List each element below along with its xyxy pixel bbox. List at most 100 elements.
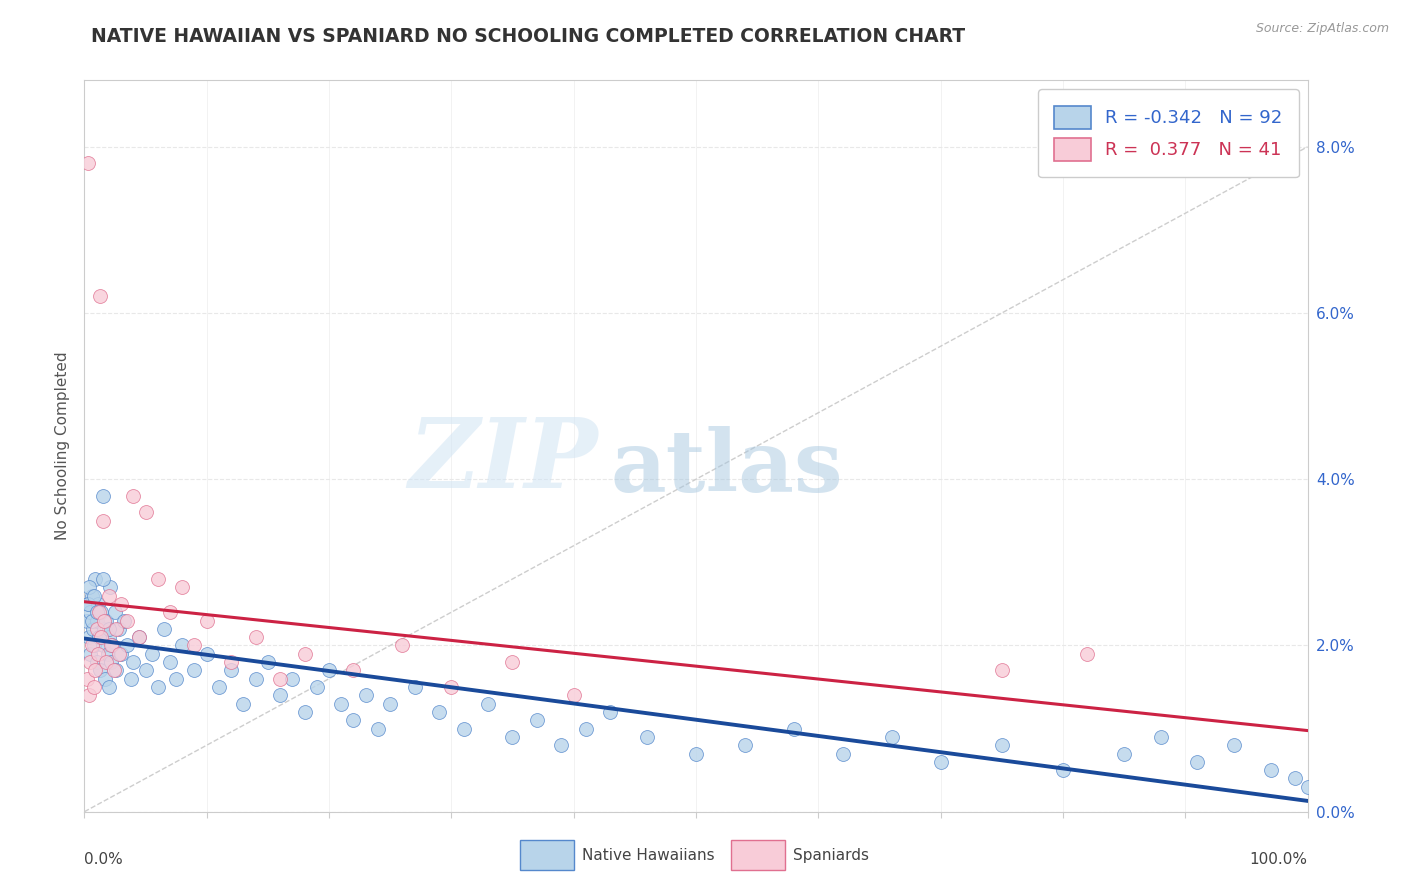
Point	[97, 622, 120, 636]
Point	[141, 647, 163, 661]
Point	[502, 730, 524, 744]
Point	[991, 664, 1014, 678]
Point	[257, 655, 280, 669]
Point	[104, 605, 127, 619]
Point	[87, 647, 110, 661]
Point	[135, 506, 157, 520]
Point	[172, 580, 194, 594]
Point	[685, 747, 707, 761]
Point	[110, 647, 132, 661]
Point	[79, 647, 101, 661]
Point	[1076, 647, 1098, 661]
Point	[427, 705, 450, 719]
Point	[90, 605, 112, 619]
Point	[526, 714, 548, 728]
Point	[103, 664, 125, 678]
Point	[76, 614, 98, 628]
Point	[93, 622, 115, 636]
Point	[294, 705, 316, 719]
Point	[79, 655, 101, 669]
Point	[91, 514, 114, 528]
Y-axis label: No Schooling Completed: No Schooling Completed	[55, 351, 70, 541]
Point	[1052, 763, 1074, 777]
Point	[97, 630, 120, 644]
Point	[87, 630, 110, 644]
Point	[77, 580, 100, 594]
Point	[1223, 738, 1246, 752]
Point	[107, 622, 129, 636]
Point	[269, 672, 291, 686]
Point	[84, 572, 107, 586]
Point	[294, 647, 316, 661]
Point	[97, 680, 120, 694]
Text: ZIP: ZIP	[409, 414, 598, 508]
Point	[269, 689, 291, 703]
Point	[110, 597, 132, 611]
Point	[146, 680, 169, 694]
Point	[330, 697, 353, 711]
Point	[305, 680, 328, 694]
Point	[135, 664, 157, 678]
Point	[87, 605, 110, 619]
Point	[97, 647, 120, 661]
Point	[245, 630, 267, 644]
Point	[80, 614, 103, 628]
Point	[86, 605, 108, 619]
Point	[82, 622, 104, 636]
Point	[599, 705, 621, 719]
Point	[562, 689, 585, 703]
Point	[86, 655, 108, 669]
Point	[122, 489, 145, 503]
Point	[77, 689, 100, 703]
Point	[84, 664, 107, 678]
Point	[100, 655, 122, 669]
Text: 100.0%: 100.0%	[1250, 852, 1308, 867]
Point	[783, 722, 806, 736]
Point	[90, 630, 112, 644]
Point	[120, 672, 142, 686]
Point	[172, 639, 194, 653]
Point	[115, 614, 138, 628]
Point	[96, 614, 118, 628]
Point	[80, 589, 103, 603]
Point	[575, 722, 598, 736]
Point	[354, 689, 377, 703]
Point	[1150, 730, 1173, 744]
Point	[183, 664, 205, 678]
Point	[404, 680, 426, 694]
Point	[97, 589, 120, 603]
Point	[318, 664, 340, 678]
Point	[79, 605, 101, 619]
Point	[929, 755, 952, 769]
Point	[281, 672, 304, 686]
Point	[991, 738, 1014, 752]
Point	[342, 714, 364, 728]
Point	[153, 622, 176, 636]
Point	[391, 639, 413, 653]
Point	[232, 697, 254, 711]
Point	[80, 639, 103, 653]
Point	[831, 747, 853, 761]
Point	[550, 738, 572, 752]
Point	[636, 730, 658, 744]
Point	[91, 572, 114, 586]
Point	[77, 630, 100, 644]
Point	[146, 572, 169, 586]
Point	[91, 639, 114, 653]
Point	[1187, 755, 1209, 769]
Point	[93, 614, 115, 628]
Point	[101, 639, 124, 653]
Point	[89, 289, 111, 303]
Point	[107, 647, 129, 661]
Point	[112, 614, 135, 628]
Text: NATIVE HAWAIIAN VS SPANIARD NO SCHOOLING COMPLETED CORRELATION CHART: NATIVE HAWAIIAN VS SPANIARD NO SCHOOLING…	[91, 27, 966, 45]
Point	[183, 639, 205, 653]
Point	[477, 697, 499, 711]
Point	[77, 597, 100, 611]
Point	[734, 738, 756, 752]
Text: atlas: atlas	[610, 426, 842, 510]
Point	[453, 722, 475, 736]
Point	[880, 730, 903, 744]
Point	[342, 664, 364, 678]
Point	[195, 647, 218, 661]
